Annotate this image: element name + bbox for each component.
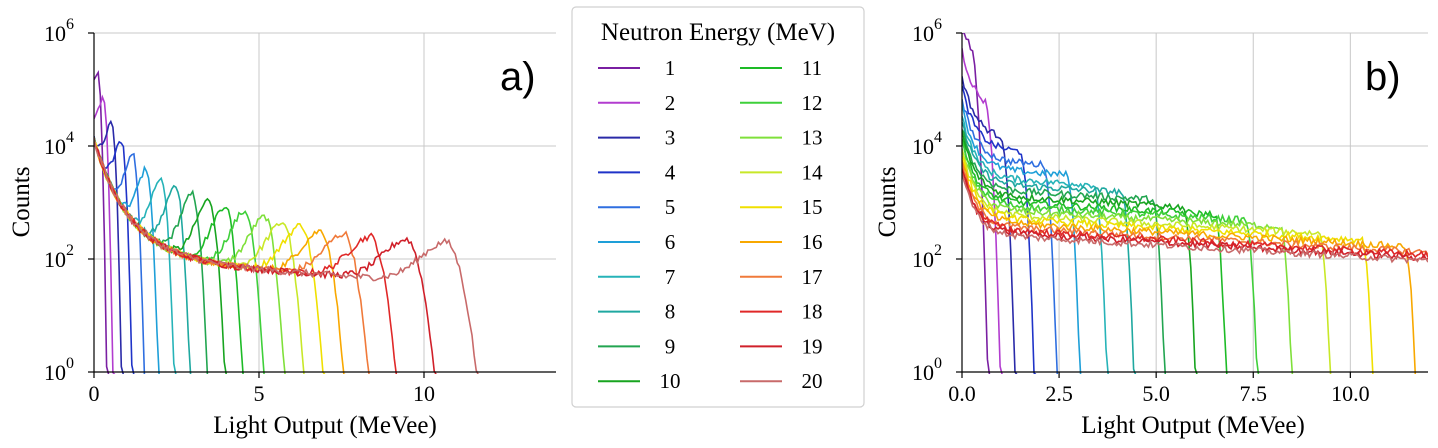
panel-b-xticks: 0.0 2.5 5.0 7.5 10.0 bbox=[948, 372, 1370, 406]
panel-a-series bbox=[94, 69, 479, 374]
panel-a-xlabel: Light Output (MeVee) bbox=[213, 412, 437, 439]
legend-label: 8 bbox=[665, 300, 676, 324]
panel-b: 0.0 2.5 5.0 7.5 10.0 100 102 104 106 Light Outp… bbox=[874, 16, 1428, 439]
legend-label: 9 bbox=[665, 334, 676, 358]
y-tick-exponent: 2 bbox=[66, 242, 74, 259]
series-line-10 bbox=[962, 130, 1198, 374]
panel-b-ylabel: Counts bbox=[874, 167, 901, 238]
y-tick-exponent: 2 bbox=[934, 242, 942, 259]
series-line-4 bbox=[94, 140, 135, 374]
legend: Neutron Energy (MeV) 1234567891011121314… bbox=[571, 6, 865, 408]
y-tick-label: 100 bbox=[44, 355, 74, 385]
y-tick-exponent: 0 bbox=[66, 355, 74, 372]
legend-label: 17 bbox=[802, 265, 823, 289]
legend-label: 18 bbox=[802, 300, 823, 324]
x-tick-label: 5.0 bbox=[1142, 381, 1170, 406]
legend-label: 3 bbox=[665, 126, 676, 150]
legend-label: 20 bbox=[802, 369, 823, 393]
panel-a-yticks: 100 102 104 106 bbox=[44, 16, 94, 385]
panel-b-xlabel: Light Output (MeVee) bbox=[1081, 412, 1305, 439]
panel-b-label: b) bbox=[1365, 55, 1401, 99]
panel-a-axes bbox=[93, 33, 556, 373]
x-tick-label: 0.0 bbox=[948, 381, 976, 406]
legend-label: 4 bbox=[665, 160, 676, 184]
series-line-6 bbox=[962, 103, 1082, 374]
series-line-2 bbox=[94, 94, 116, 374]
series-line-8 bbox=[962, 121, 1137, 374]
legend-label: 15 bbox=[802, 195, 823, 219]
legend-label: 10 bbox=[660, 369, 681, 393]
legend-title: Neutron Energy (MeV) bbox=[601, 19, 835, 46]
legend-label: 13 bbox=[802, 126, 823, 150]
legend-label: 7 bbox=[665, 265, 676, 289]
series-line-12 bbox=[962, 140, 1260, 374]
series-line-18 bbox=[962, 168, 1428, 260]
legend-label: 19 bbox=[802, 334, 823, 358]
panel-b-series bbox=[962, 33, 1428, 374]
legend-label: 2 bbox=[665, 91, 676, 115]
y-tick-label: 104 bbox=[912, 129, 942, 159]
y-tick-exponent: 4 bbox=[934, 129, 942, 146]
series-line-20 bbox=[962, 173, 1428, 265]
y-tick-label: 102 bbox=[44, 242, 74, 272]
legend-label: 1 bbox=[665, 56, 676, 80]
legend-label: 14 bbox=[802, 160, 824, 184]
series-line-11 bbox=[962, 138, 1228, 374]
panel-a-label: a) bbox=[500, 55, 536, 99]
y-tick-label: 106 bbox=[912, 16, 942, 46]
series-line-20 bbox=[94, 137, 479, 374]
x-tick-label: 10.0 bbox=[1331, 381, 1370, 406]
panel-a-grid bbox=[93, 32, 556, 373]
series-line-6 bbox=[94, 141, 160, 374]
panel-a-ylabel: Counts bbox=[8, 167, 35, 238]
y-tick-exponent: 6 bbox=[934, 16, 942, 33]
y-tick-exponent: 0 bbox=[934, 355, 942, 372]
x-tick-label: 5 bbox=[254, 381, 265, 406]
y-tick-label: 104 bbox=[44, 129, 74, 159]
series-line-7 bbox=[962, 115, 1109, 374]
series-line-1 bbox=[962, 33, 991, 374]
series-line-5 bbox=[962, 98, 1059, 374]
series-line-19 bbox=[94, 139, 437, 374]
series-line-4 bbox=[962, 85, 1037, 374]
legend-label: 16 bbox=[802, 230, 823, 254]
panel-a-xticks: 0 5 10 bbox=[89, 372, 435, 406]
series-line-9 bbox=[962, 129, 1167, 374]
series-line-1 bbox=[94, 69, 110, 374]
series-line-3 bbox=[94, 119, 125, 374]
legend-frame bbox=[571, 6, 865, 408]
series-line-14 bbox=[962, 149, 1332, 374]
y-tick-label: 106 bbox=[44, 16, 74, 46]
legend-label: 11 bbox=[802, 56, 822, 80]
legend-label: 5 bbox=[665, 195, 676, 219]
y-tick-exponent: 4 bbox=[66, 129, 74, 146]
y-tick-label: 100 bbox=[912, 355, 942, 385]
x-tick-label: 2.5 bbox=[1045, 381, 1073, 406]
panel-b-yticks: 100 102 104 106 bbox=[912, 16, 962, 385]
series-line-15 bbox=[962, 155, 1374, 374]
panel-a: 0 5 10 100 102 104 106 Light Output (MeVee) C… bbox=[8, 16, 556, 439]
legend-label: 12 bbox=[802, 91, 823, 115]
x-tick-label: 10 bbox=[413, 381, 435, 406]
y-tick-exponent: 6 bbox=[66, 16, 74, 33]
x-tick-label: 0 bbox=[89, 381, 100, 406]
legend-label: 6 bbox=[665, 230, 676, 254]
y-tick-label: 102 bbox=[912, 242, 942, 272]
x-tick-label: 7.5 bbox=[1240, 381, 1268, 406]
